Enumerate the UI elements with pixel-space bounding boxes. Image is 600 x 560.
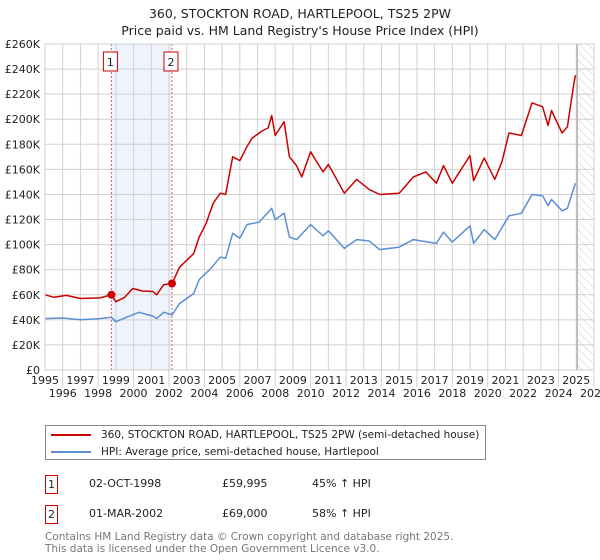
x-tick-label: 2018 — [438, 387, 466, 400]
legend-item-property: 360, STOCKTON ROAD, HARTLEPOOL, TS25 2PW… — [51, 427, 479, 443]
legend-swatch-property — [51, 434, 91, 436]
sale-hpi-change: 45% ↑ HPI — [312, 477, 371, 490]
x-tick-label: 1996 — [49, 387, 77, 400]
legend-item-hpi: HPI: Average price, semi-detached house,… — [51, 444, 379, 460]
x-tick-label: 2005 — [208, 374, 236, 387]
x-tick-label: 2013 — [350, 374, 378, 387]
hpi-line — [44, 182, 577, 323]
x-tick-label: 2020 — [474, 387, 502, 400]
sale-label-box — [102, 51, 118, 72]
legend-swatch-hpi — [51, 451, 91, 453]
sale-row-2: 2 01-MAR-2002 £69,000 58% ↑ HPI — [45, 505, 445, 525]
y-tick-label: £160K — [5, 163, 41, 176]
x-tick-label: 2001 — [137, 374, 165, 387]
x-tick-label: 1995 — [31, 374, 59, 387]
footer-line-1: Contains HM Land Registry data © Crown c… — [45, 531, 454, 543]
x-tick-label: 2015 — [385, 374, 413, 387]
x-tick-label: 2021 — [491, 374, 519, 387]
sale-label: 2 — [167, 56, 174, 69]
x-tick-label: 2016 — [403, 387, 431, 400]
x-tick-label: 2011 — [314, 374, 342, 387]
sale-point — [107, 290, 116, 299]
x-tick-label: 2002 — [155, 387, 183, 400]
sale-date: 01-MAR-2002 — [89, 507, 164, 520]
x-tick-label: 2025 — [562, 374, 590, 387]
x-tick-label: 2010 — [297, 387, 325, 400]
sale-label: 1 — [107, 56, 114, 69]
x-tick-label: 2007 — [244, 374, 272, 387]
sale-price: £59,995 — [222, 477, 268, 490]
x-tick-label: 2017 — [421, 374, 449, 387]
y-tick-label: £260K — [5, 38, 41, 51]
sale-price: £69,000 — [222, 507, 268, 520]
x-tick-label: 2022 — [509, 387, 537, 400]
legend-label-hpi: HPI: Average price, semi-detached house,… — [101, 446, 379, 458]
chart-subtitle: Price paid vs. HM Land Registry's House … — [121, 23, 479, 38]
y-tick-label: £0 — [26, 364, 40, 377]
x-tick-label: 2014 — [367, 387, 395, 400]
x-tick-label: 2003 — [173, 374, 201, 387]
y-tick-label: £80K — [12, 264, 41, 277]
x-tick-label: 1999 — [102, 374, 130, 387]
chart-title: 360, STOCKTON ROAD, HARTLEPOOL, TS25 2PW — [148, 6, 452, 21]
price-chart: 1995199619971998199920002001200220032004… — [5, 38, 600, 400]
x-tick-label: 1998 — [84, 387, 112, 400]
footer-attribution: Contains HM Land Registry data © Crown c… — [45, 531, 453, 555]
sale-label-box — [163, 51, 179, 72]
x-tick-label: 2012 — [332, 387, 360, 400]
y-tick-label: £140K — [5, 188, 41, 201]
x-tick-label: 2009 — [279, 374, 307, 387]
y-tick-label: £120K — [5, 214, 41, 227]
legend: 360, STOCKTON ROAD, HARTLEPOOL, TS25 2PW… — [45, 425, 486, 460]
y-tick-label: £60K — [12, 289, 41, 302]
plot-border — [44, 43, 595, 371]
x-tick-label: 2019 — [456, 374, 484, 387]
x-tick-label: 2024 — [545, 387, 573, 400]
x-tick-label: 2006 — [226, 387, 254, 400]
sale-point — [167, 279, 176, 288]
sale-hpi-change: 58% ↑ HPI — [312, 507, 371, 520]
x-tick-label: 2008 — [261, 387, 289, 400]
y-tick-label: £240K — [5, 63, 41, 76]
sale-number-badge: 1 — [45, 475, 58, 494]
sale-period-shade — [111, 44, 172, 370]
sale-number-badge: 2 — [45, 505, 58, 524]
x-tick-label: 2023 — [527, 374, 555, 387]
y-tick-label: £180K — [5, 138, 41, 151]
sale-row-1: 1 02-OCT-1998 £59,995 45% ↑ HPI — [45, 475, 445, 495]
footer-line-2: This data is licensed under the Open Gov… — [45, 543, 380, 555]
forecast-hatch-area — [577, 44, 594, 370]
y-tick-label: £40K — [12, 314, 41, 327]
legend-label-property: 360, STOCKTON ROAD, HARTLEPOOL, TS25 2PW… — [101, 429, 480, 441]
x-tick-label: 1997 — [66, 374, 94, 387]
property-price-line — [44, 75, 577, 303]
y-tick-label: £200K — [5, 113, 41, 126]
y-tick-label: £20K — [12, 339, 41, 352]
x-tick-label: 2004 — [190, 387, 218, 400]
x-tick-label: 2000 — [120, 387, 148, 400]
sale-date: 02-OCT-1998 — [89, 477, 162, 490]
x-tick-label: 2026 — [580, 387, 600, 400]
y-tick-label: £100K — [5, 239, 41, 252]
y-tick-label: £220K — [5, 88, 41, 101]
